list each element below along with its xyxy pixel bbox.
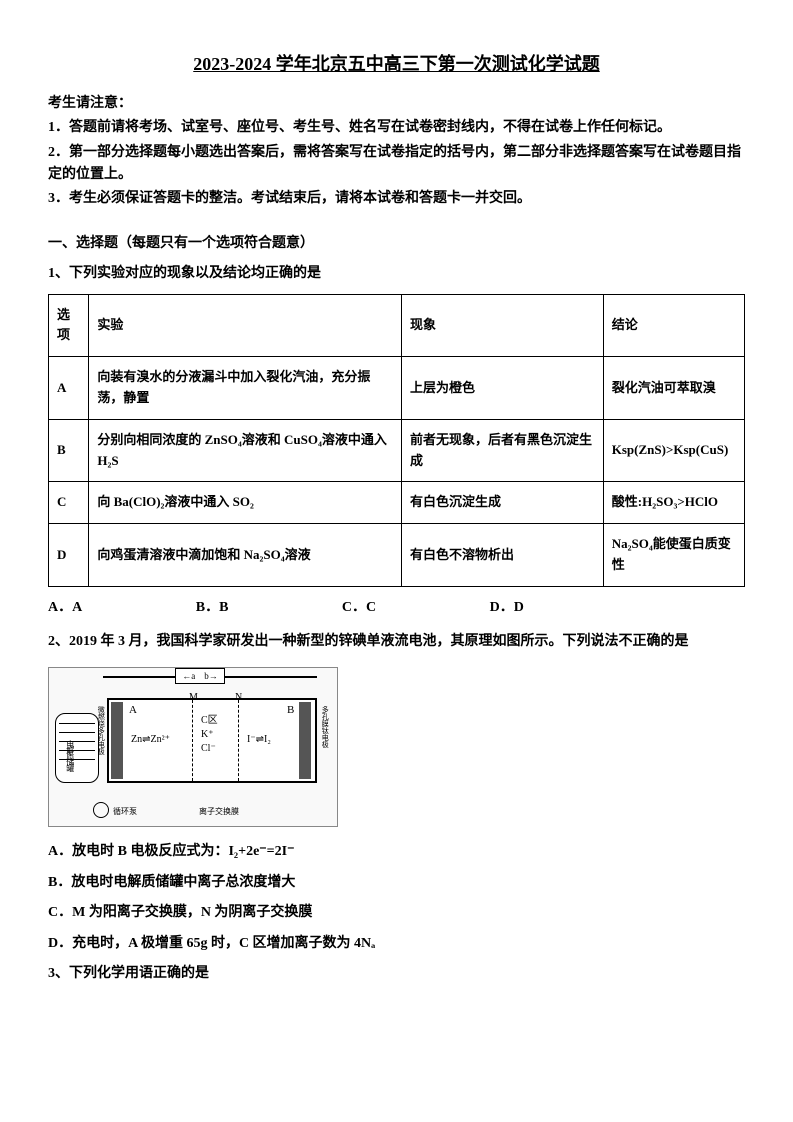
c-zone-line2: K⁺ bbox=[201, 728, 218, 742]
th-conclusion: 结论 bbox=[603, 294, 744, 357]
q2-option-a: A．放电时 B 电极反应式为：I₂+2e⁻=2I⁻ bbox=[48, 841, 745, 863]
diagram-switch: ←a b→ bbox=[175, 668, 225, 684]
q1-option-a: A．A bbox=[48, 597, 82, 619]
q1-option-c: C．C bbox=[342, 597, 376, 619]
table-header-row: 选项 实验 现象 结论 bbox=[49, 294, 745, 357]
q1-stem: 1、下列实验对应的现象以及结论均正确的是 bbox=[48, 263, 745, 285]
notice-header: 考生请注意： bbox=[48, 93, 745, 115]
q1-options: A．A B．B C．C D．D bbox=[48, 597, 745, 619]
q1-option-b: B．B bbox=[196, 597, 229, 619]
q2-option-d: D．充电时，A 极增重 65g 时，C 区增加离子数为 4Nₐ bbox=[48, 933, 745, 955]
section-1-header: 一、选择题（每题只有一个选项符合题意） bbox=[48, 233, 745, 255]
diagram-right-electrode-label: 多孔膜钛电极 bbox=[319, 706, 330, 748]
diagram-electrode-a bbox=[111, 702, 123, 779]
table-row: C 向 Ba(ClO)₂溶液中通入 SO₂ 有白色沉淀生成 酸性:H₂SO₃>H… bbox=[49, 482, 745, 524]
cell-conclusion: Ksp(ZnS)>Ksp(CuS) bbox=[603, 419, 744, 482]
q1-table: 选项 实验 现象 结论 A 向装有溴水的分液漏斗中加入裂化汽油，充分振荡，静置 … bbox=[48, 294, 745, 587]
notice-line-3: 3．考生必须保证答题卡的整洁。考试结束后，请将本试卷和答题卡一并交回。 bbox=[48, 188, 745, 210]
cell-option: B bbox=[49, 419, 89, 482]
diagram-left-electrode-label: 微燃烧多孔电极 bbox=[95, 706, 106, 755]
diagram-label-b: B bbox=[287, 702, 294, 720]
diagram-label-a: A bbox=[129, 702, 137, 720]
q2-option-b: B．放电时电解质储罐中离子总浓度增大 bbox=[48, 872, 745, 894]
exam-title: 2023-2024 学年北京五中高三下第一次测试化学试题 bbox=[48, 50, 745, 79]
q3-stem: 3、下列化学用语正确的是 bbox=[48, 963, 745, 985]
cell-option: C bbox=[49, 482, 89, 524]
cell-phenomenon: 有白色沉淀生成 bbox=[402, 482, 604, 524]
cell-conclusion: 裂化汽油可萃取溴 bbox=[603, 357, 744, 420]
diagram-c-zone: C区 K⁺ Cl⁻ bbox=[201, 714, 218, 756]
table-row: B 分别向相同浓度的 ZnSO₄溶液和 CuSO₄溶液中通入H₂S 前者无现象，… bbox=[49, 419, 745, 482]
q2-diagram: ←a b→ 电解质储罐 A B M N Zn⇌Zn²⁺ C区 K⁺ Cl⁻ I⁻… bbox=[48, 667, 338, 827]
cell-phenomenon: 有白色不溶物析出 bbox=[402, 524, 604, 587]
diagram-membrane-m bbox=[192, 700, 193, 781]
cell-phenomenon: 前者无现象，后者有黑色沉淀生成 bbox=[402, 419, 604, 482]
cell-option: D bbox=[49, 524, 89, 587]
th-experiment: 实验 bbox=[89, 294, 402, 357]
table-row: A 向装有溴水的分液漏斗中加入裂化汽油，充分振荡，静置 上层为橙色 裂化汽油可萃… bbox=[49, 357, 745, 420]
diagram-tank-label: 电解质储罐 bbox=[63, 740, 76, 770]
diagram-label-m: M bbox=[189, 690, 198, 706]
diagram-iodine-reaction: I⁻⇌I₂ bbox=[247, 732, 271, 748]
c-zone-line3: Cl⁻ bbox=[201, 742, 218, 756]
cell-experiment: 向装有溴水的分液漏斗中加入裂化汽油，充分振荡，静置 bbox=[89, 357, 402, 420]
diagram-membrane-n bbox=[238, 700, 239, 781]
notice-line-1: 1．答题前请将考场、试室号、座位号、考生号、姓名写在试卷密封线内，不得在试卷上作… bbox=[48, 117, 745, 139]
diagram-pump-label: 循环泵 bbox=[113, 806, 137, 819]
diagram-ion-label: 离子交换膜 bbox=[199, 806, 239, 819]
notice-line-2: 2．第一部分选择题每小题选出答案后，需将答案写在试卷指定的括号内，第二部分非选择… bbox=[48, 142, 745, 187]
diagram-electrode-b bbox=[299, 702, 311, 779]
cell-option: A bbox=[49, 357, 89, 420]
th-option: 选项 bbox=[49, 294, 89, 357]
c-zone-line1: C区 bbox=[201, 714, 218, 728]
diagram-pump-icon bbox=[93, 802, 109, 818]
cell-conclusion: 酸性:H₂SO₃>HClO bbox=[603, 482, 744, 524]
cell-experiment: 向鸡蛋清溶液中滴加饱和 Na₂SO₄溶液 bbox=[89, 524, 402, 587]
cell-phenomenon: 上层为橙色 bbox=[402, 357, 604, 420]
cell-experiment: 分别向相同浓度的 ZnSO₄溶液和 CuSO₄溶液中通入H₂S bbox=[89, 419, 402, 482]
th-phenomenon: 现象 bbox=[402, 294, 604, 357]
diagram-zn-reaction: Zn⇌Zn²⁺ bbox=[131, 732, 170, 748]
cell-experiment: 向 Ba(ClO)₂溶液中通入 SO₂ bbox=[89, 482, 402, 524]
q2-option-c: C．M 为阳离子交换膜，N 为阴离子交换膜 bbox=[48, 902, 745, 924]
q1-option-d: D．D bbox=[490, 597, 524, 619]
table-row: D 向鸡蛋清溶液中滴加饱和 Na₂SO₄溶液 有白色不溶物析出 Na₂SO₄能使… bbox=[49, 524, 745, 587]
cell-conclusion: Na₂SO₄能使蛋白质变性 bbox=[603, 524, 744, 587]
q2-stem: 2、2019 年 3 月，我国科学家研发出一种新型的锌碘单液流电池，其原理如图所… bbox=[48, 631, 745, 653]
